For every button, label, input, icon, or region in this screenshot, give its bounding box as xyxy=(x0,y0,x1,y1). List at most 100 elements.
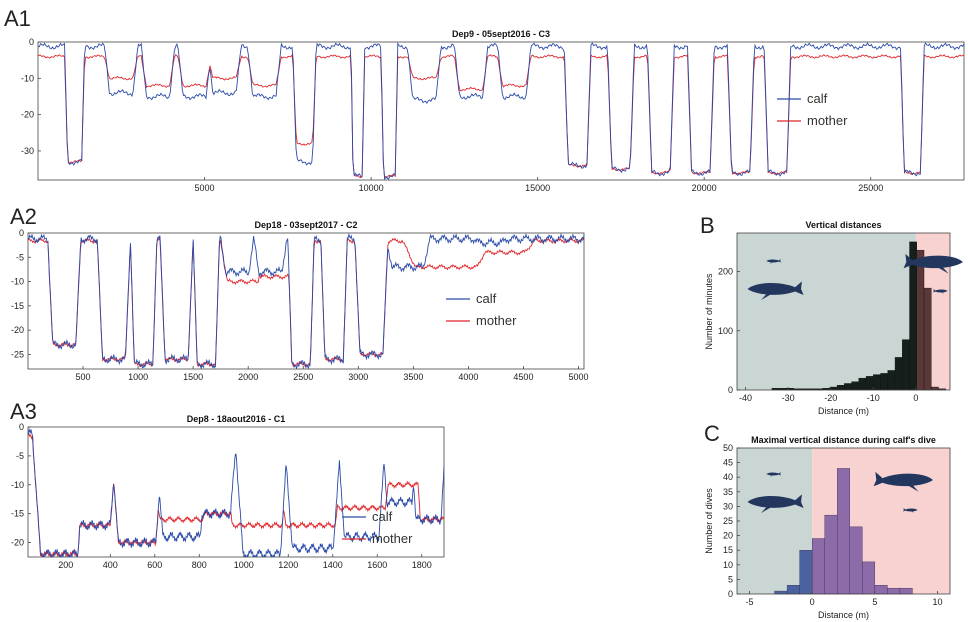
x-tick-label-B: -30 xyxy=(782,393,795,403)
x-tick-label-A1: 5000 xyxy=(195,183,215,193)
x-tick-label-A2: 500 xyxy=(76,372,91,382)
hist-bar-B xyxy=(844,383,852,391)
whale-mother-icon-c2-body xyxy=(873,471,933,487)
whale-small-icon-c2 xyxy=(903,508,918,513)
series-line-calf-A2 xyxy=(28,233,584,369)
whale-small-icon-b1-body xyxy=(766,259,781,263)
series-line-mother-A3 xyxy=(28,433,444,557)
y-tick-label-A2: -25 xyxy=(11,349,24,359)
legend-label-calf-A2: calf xyxy=(476,291,497,306)
calf-deeper-zone-B xyxy=(737,233,916,390)
y-tick-label-A1: 0 xyxy=(29,37,34,47)
y-tick-label-A3: -20 xyxy=(11,538,24,548)
hist-bar-B xyxy=(894,357,903,391)
panel-letter-c: C xyxy=(704,421,720,446)
panel-letter-a3: A3 xyxy=(10,399,37,424)
x-tick-label-A2: 3000 xyxy=(348,372,368,382)
whale-small-icon-b2 xyxy=(933,289,948,294)
legend-label-mother-A3: mother xyxy=(372,531,413,546)
series-line-calf-A3 xyxy=(28,427,444,557)
x-tick-label-A3: 600 xyxy=(147,560,162,570)
hist-bar-B xyxy=(923,287,932,391)
y-tick-label-B: 0 xyxy=(728,385,733,395)
x-tick-label-A2: 5000 xyxy=(568,372,588,382)
x-tick-label-A1: 15000 xyxy=(525,183,550,193)
whale-mother-icon-c2-fin xyxy=(907,483,919,492)
x-tick-label-A1: 25000 xyxy=(858,183,883,193)
whale-small-icon-c2-body xyxy=(903,508,918,512)
y-tick-label-C: 10 xyxy=(723,560,733,570)
plot-frame-B xyxy=(736,232,951,391)
y-tick-label-A2: -10 xyxy=(11,277,24,287)
whale-calf-icon-b1-body xyxy=(747,281,804,295)
hist-bar-B xyxy=(873,374,881,391)
x-tick-label-A2: 2500 xyxy=(293,372,313,382)
x-tick-label-A3: 400 xyxy=(103,560,118,570)
x-tick-label-C: 0 xyxy=(810,597,815,607)
whale-calf-icon-c1-body xyxy=(747,494,804,508)
plot-area-A1 xyxy=(37,41,965,181)
y-tick-label-A3: -10 xyxy=(11,480,24,490)
x-tick-label-B: -10 xyxy=(867,393,880,403)
y-tick-label-C: 25 xyxy=(723,516,733,526)
hist-bar-B xyxy=(865,376,874,391)
y-tick-label-C: 45 xyxy=(723,458,733,468)
whale-small-icon-c1 xyxy=(766,472,781,477)
x-tick-label-A2: 3500 xyxy=(403,372,423,382)
hist-bar-C xyxy=(786,585,800,595)
chart-title-A3: Dep8 - 18aout2016 - C1 xyxy=(187,414,286,424)
y-tick-label-A1: -20 xyxy=(21,110,34,120)
x-axis-label-B: Distance (m) xyxy=(818,406,869,416)
x-tick-label-A2: 1500 xyxy=(183,372,203,382)
legend-label-calf-A1: calf xyxy=(807,91,828,106)
whale-small-icon-c1-fin xyxy=(769,474,773,477)
y-tick-label-B: 100 xyxy=(718,326,733,336)
hist-bar-C xyxy=(824,514,838,595)
whale-mother-icon-b2-body xyxy=(903,253,963,269)
y-tick-label-A3: -5 xyxy=(16,451,24,461)
whale-calf-icon-c1-fin xyxy=(761,505,772,514)
hist-bar-C xyxy=(887,587,901,595)
whale-calf-icon-b1 xyxy=(747,281,804,301)
hist-bar-C xyxy=(849,526,863,595)
x-tick-label-B: -20 xyxy=(824,393,837,403)
x-tick-label-C: 5 xyxy=(872,597,877,607)
legend-label-calf-A3: calf xyxy=(372,509,393,524)
x-tick-label-B: 0 xyxy=(913,393,918,403)
y-tick-label-C: 30 xyxy=(723,501,733,511)
chart-title-C: Maximal vertical distance during calf's … xyxy=(751,435,936,445)
y-tick-label-A1: -30 xyxy=(21,146,34,156)
hist-bar-C xyxy=(837,468,850,595)
y-tick-label-A2: -5 xyxy=(16,252,24,262)
hist-bar-C xyxy=(799,550,813,595)
legend-label-mother-A2: mother xyxy=(476,313,517,328)
y-axis-label-C: Number of dives xyxy=(704,488,714,554)
y-tick-label-C: 40 xyxy=(723,472,733,482)
hist-bar-B xyxy=(916,249,925,391)
whale-calf-icon-b1-fin xyxy=(761,292,772,301)
x-tick-label-A2: 4000 xyxy=(458,372,478,382)
y-tick-label-C: 35 xyxy=(723,487,733,497)
x-tick-label-A1: 20000 xyxy=(692,183,717,193)
hist-bar-C xyxy=(899,587,913,595)
hist-bar-C xyxy=(811,538,825,595)
whale-small-icon-c1-body xyxy=(766,472,781,476)
whale-mother-icon-b2 xyxy=(903,253,963,274)
x-tick-label-B: -40 xyxy=(739,393,752,403)
y-tick-label-A2: -20 xyxy=(11,325,24,335)
x-tick-label-A3: 1800 xyxy=(412,560,432,570)
series-line-calf-A1 xyxy=(38,42,964,180)
chart-title-B: Vertical distances xyxy=(805,220,881,230)
x-tick-label-A2: 2000 xyxy=(238,372,258,382)
whale-small-icon-c2-fin xyxy=(911,510,915,513)
panel-letter-a2: A2 xyxy=(10,204,37,229)
y-tick-label-C: 0 xyxy=(728,589,733,599)
x-tick-label-C: -5 xyxy=(746,597,754,607)
x-tick-label-A3: 1600 xyxy=(367,560,387,570)
x-tick-label-A2: 1000 xyxy=(128,372,148,382)
y-tick-label-C: 50 xyxy=(723,443,733,453)
y-tick-label-C: 20 xyxy=(723,531,733,541)
hist-bar-C xyxy=(862,561,876,595)
y-tick-label-C: 15 xyxy=(723,545,733,555)
chart-title-A1: Dep9 - 05sept2016 - C3 xyxy=(452,29,550,39)
